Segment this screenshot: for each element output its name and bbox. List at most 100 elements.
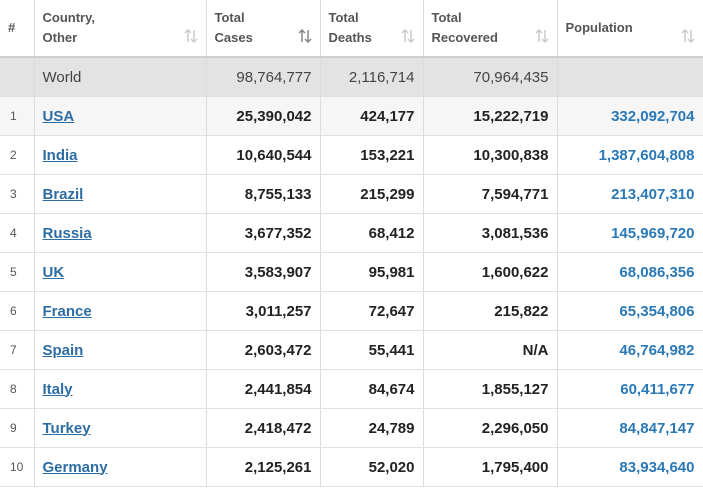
country-link[interactable]: Italy [42,380,73,398]
country-cell: Italy [34,369,207,409]
world-row: World 98,764,777 2,116,714 70,964,435 [0,57,703,97]
value-cell: 10,300,838 [423,135,558,175]
country-link[interactable]: France [42,302,92,320]
country-row: 9 Turkey 2,418,472 24,789 2,296,050 84,847,14… [0,408,703,448]
value-cell: 153,221 [320,135,424,175]
column-header[interactable]: Total Deaths [320,0,424,58]
header-text: # [8,20,16,35]
country-row: 6 France 3,011,257 72,647 215,822 65,354,806 [0,291,703,331]
value-cell: 1,795,400 [423,447,558,487]
country-row: 2 India 10,640,544 153,221 10,300,838 1,387,6… [0,135,703,175]
value-cell: 2,296,050 [423,408,558,448]
country-row: 10 Germany 2,125,261 52,020 1,795,400 83,934,… [0,447,703,487]
country-row: 4 Russia 3,677,352 68,412 3,081,536 145,969,7… [0,213,703,253]
header-text: Country, [42,10,95,25]
column-header[interactable]: Total Cases [206,0,321,58]
value-cell: N/A [423,330,558,370]
rank: 2 [0,135,35,175]
cell [557,57,703,97]
population: 60,411,677 [557,369,703,409]
header-text: Population [565,20,633,35]
rank: 3 [0,174,35,214]
rank: 4 [0,213,35,253]
country-link[interactable]: India [42,146,78,164]
value-cell: 55,441 [320,330,424,370]
country-row: 5 UK 3,583,907 95,981 1,600,622 68,086,356 [0,252,703,292]
value-cell: 3,677,352 [206,213,321,253]
population: 213,407,310 [557,174,703,214]
sort-icon[interactable] [680,29,695,43]
population: 332,092,704 [557,96,703,136]
population: 1,387,604,808 [557,135,703,175]
country-row: 7 Spain 2,603,472 55,441 N/A 46,764,982 [0,330,703,370]
world-value: 70,964,435 [423,57,558,97]
value-cell: 95,981 [320,252,424,292]
country-link[interactable]: Russia [42,224,92,242]
value-cell: 24,789 [320,408,424,448]
sort-icon[interactable] [297,29,312,43]
rank: 1 [0,96,35,136]
header-text: Total [214,10,245,25]
rank: 10 [0,447,35,487]
country-cell: UK [34,252,207,292]
population: 145,969,720 [557,213,703,253]
column-header: # [0,0,35,58]
value-cell: 1,600,622 [423,252,558,292]
value-cell: 3,011,257 [206,291,321,331]
column-header[interactable]: Population [557,0,703,58]
world-value: 2,116,714 [320,57,424,97]
country-cell: France [34,291,207,331]
value-cell: 424,177 [320,96,424,136]
population: 84,847,147 [557,408,703,448]
header-text: Other [42,30,78,45]
population: 65,354,806 [557,291,703,331]
table-body: World 98,764,777 2,116,714 70,964,435 1 USA 25… [0,57,703,487]
value-cell: 25,390,042 [206,96,321,136]
population: 68,086,356 [557,252,703,292]
population: 83,934,640 [557,447,703,487]
country-link[interactable]: UK [42,263,65,281]
sort-icon[interactable] [534,29,549,43]
population: 46,764,982 [557,330,703,370]
value-cell: 8,755,133 [206,174,321,214]
table-header: # Country, Other Total Cases Total Deaths Total… [0,0,703,58]
country-cell: Spain [34,330,207,370]
value-cell: 215,299 [320,174,424,214]
header-text: Cases [214,30,253,45]
country-row: 1 USA 25,390,042 424,177 15,222,719 332,092,7… [0,96,703,136]
rank: 5 [0,252,35,292]
country-row: 8 Italy 2,441,854 84,674 1,855,127 60,411,677 [0,369,703,409]
value-cell: 3,081,536 [423,213,558,253]
sort-icon[interactable] [400,29,415,43]
value-cell: 3,583,907 [206,252,321,292]
value-cell: 10,640,544 [206,135,321,175]
country-link[interactable]: Germany [42,458,108,476]
country-link[interactable]: USA [42,107,75,125]
sort-icon[interactable] [183,29,198,43]
value-cell: 2,603,472 [206,330,321,370]
country-link[interactable]: Turkey [42,419,91,437]
value-cell: 84,674 [320,369,424,409]
country-cell: India [34,135,207,175]
country-link[interactable]: Spain [42,341,84,359]
header-text: Total [431,10,462,25]
column-header[interactable]: Country, Other [34,0,207,58]
value-cell: 7,594,771 [423,174,558,214]
country-cell: Russia [34,213,207,253]
header-row: # Country, Other Total Cases Total Deaths Total… [0,0,703,58]
world-label: World [34,57,207,97]
country-cell: Germany [34,447,207,487]
column-header[interactable]: Total Recovered [423,0,558,58]
country-cell: Brazil [34,174,207,214]
rank: 9 [0,408,35,448]
world-value: 98,764,777 [206,57,321,97]
country-row: 3 Brazil 8,755,133 215,299 7,594,771 213,407,… [0,174,703,214]
value-cell: 52,020 [320,447,424,487]
cell [0,57,35,97]
value-cell: 2,418,472 [206,408,321,448]
rank: 6 [0,291,35,331]
country-link[interactable]: Brazil [42,185,84,203]
rank: 7 [0,330,35,370]
